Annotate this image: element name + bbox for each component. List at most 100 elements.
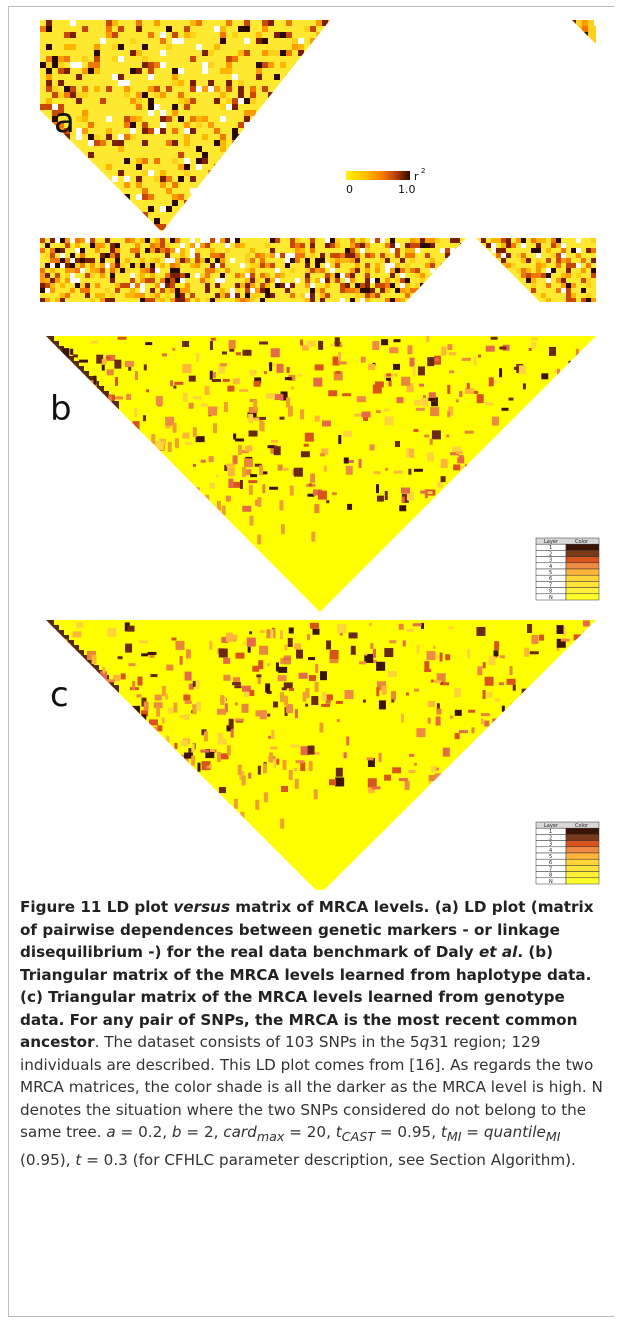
ld-cell xyxy=(202,212,208,218)
ld-cell xyxy=(491,248,496,253)
ld-cell xyxy=(350,248,355,253)
ld-cell xyxy=(155,293,160,298)
mrca-cell xyxy=(374,381,384,388)
legend-color-swatch xyxy=(565,834,600,841)
mrca-cell xyxy=(72,503,80,507)
ld-cell xyxy=(82,86,88,92)
mrca-cell xyxy=(401,376,411,386)
ld-cell xyxy=(531,273,536,278)
ld-cell xyxy=(238,194,244,200)
ld-cell xyxy=(250,86,256,92)
mrca-cell xyxy=(534,768,538,775)
ld-cell xyxy=(465,248,466,253)
ld-cell xyxy=(265,283,270,288)
ld-cell xyxy=(220,238,225,243)
ld-cell xyxy=(40,206,46,212)
ld-cell xyxy=(40,238,45,243)
ld-cell xyxy=(190,86,196,92)
mrca-cell xyxy=(529,477,539,487)
ld-cell xyxy=(136,176,142,182)
ld-cell xyxy=(274,146,280,152)
mrca-cell xyxy=(85,766,93,776)
ld-cell xyxy=(511,263,516,268)
ld-cell xyxy=(316,110,322,116)
ld-cell xyxy=(300,248,305,253)
ld-cell xyxy=(298,122,304,128)
ld-cell xyxy=(52,56,58,62)
ld-cell xyxy=(245,298,250,302)
mrca-cell xyxy=(70,348,74,355)
ld-cell xyxy=(250,288,255,293)
mrca-cell xyxy=(425,491,433,495)
ld-cell xyxy=(491,283,496,288)
ld-cell xyxy=(64,128,70,134)
ld-cell xyxy=(455,288,460,293)
ld-cell xyxy=(142,188,148,194)
ld-cell xyxy=(280,50,286,56)
ld-cell xyxy=(405,248,410,253)
mrca-cell xyxy=(401,496,405,503)
mrca-cell xyxy=(259,341,269,345)
ld-cell xyxy=(541,293,546,298)
ld-cell xyxy=(112,230,118,232)
ld-cell xyxy=(130,278,135,283)
ld-cell xyxy=(170,258,175,263)
ld-cell xyxy=(214,86,220,92)
ld-cell xyxy=(582,38,588,44)
ld-cell xyxy=(235,298,240,302)
mrca-cell xyxy=(174,742,178,749)
mrca-cell xyxy=(413,428,419,432)
ld-cell xyxy=(52,122,58,128)
mrca-cell xyxy=(295,760,305,764)
mrca-cell xyxy=(250,369,256,376)
mrca-cell xyxy=(287,406,292,417)
mrca-cell xyxy=(254,377,262,384)
ld-cell xyxy=(100,182,106,188)
mrca-cell xyxy=(205,494,210,505)
ld-cell xyxy=(516,268,521,273)
ld-cell xyxy=(230,288,235,293)
ld-cell xyxy=(315,288,320,293)
ld-cell xyxy=(175,268,180,273)
mrca-cell xyxy=(381,685,387,695)
mrca-cell xyxy=(96,354,104,364)
ld-cell xyxy=(124,182,130,188)
mrca-cell xyxy=(367,757,375,767)
mrca-cell xyxy=(467,649,471,659)
ld-cell xyxy=(335,273,340,278)
ld-cell xyxy=(64,134,70,140)
mrca-cell xyxy=(531,635,539,645)
ld-cell xyxy=(100,258,105,263)
ld-cell xyxy=(355,253,360,258)
ld-cell xyxy=(320,298,325,302)
ld-cell xyxy=(80,263,85,268)
mrca-cell xyxy=(559,403,569,407)
mrca-cell xyxy=(205,749,215,759)
ld-cell xyxy=(220,288,225,293)
ld-cell xyxy=(230,293,235,298)
ld-cell xyxy=(232,218,238,224)
ld-cell xyxy=(205,298,210,302)
mrca-cell xyxy=(115,476,119,483)
mrca-cell xyxy=(584,349,590,353)
ld-cell xyxy=(52,116,58,122)
mrca-cell xyxy=(218,364,226,374)
mrca-cell xyxy=(398,778,408,782)
ld-cell xyxy=(106,164,112,170)
ld-cell xyxy=(88,170,94,176)
ld-cell xyxy=(340,273,345,278)
ld-cell xyxy=(250,278,255,283)
ld-cell xyxy=(310,206,316,212)
mrca-cell xyxy=(494,698,500,702)
mrca-cell xyxy=(476,394,484,404)
mrca-cell xyxy=(201,403,209,407)
ld-cell xyxy=(415,273,420,278)
ld-cell xyxy=(232,32,238,38)
ld-cell xyxy=(260,258,265,263)
ld-cell xyxy=(405,283,410,288)
ld-cell xyxy=(136,20,142,26)
ld-cell xyxy=(304,134,310,140)
ld-cell xyxy=(226,218,232,224)
ld-cell xyxy=(45,263,50,268)
ld-cell xyxy=(64,56,70,62)
